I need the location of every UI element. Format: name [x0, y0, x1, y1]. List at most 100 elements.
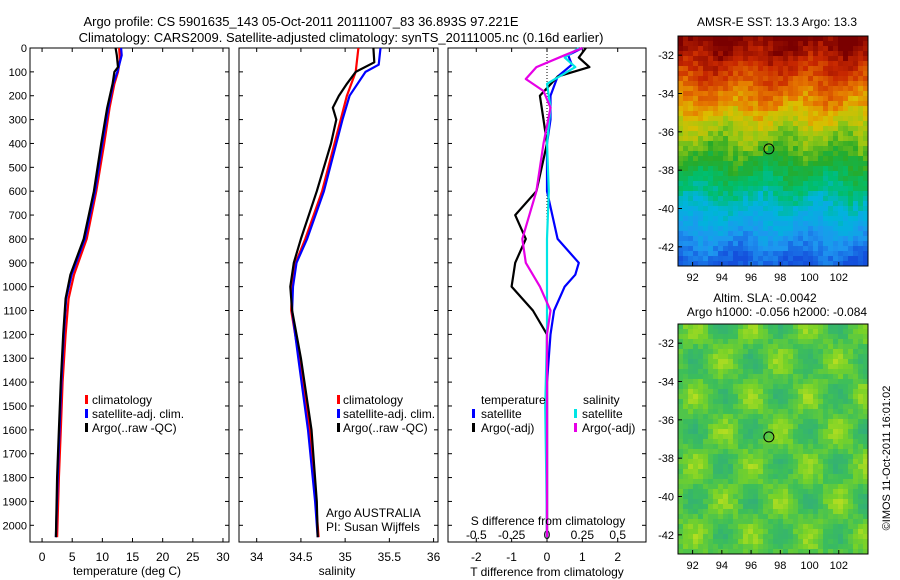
heatmap-cell [793, 246, 799, 252]
heatmap-cell [843, 509, 849, 515]
heatmap-cell [803, 449, 809, 455]
heatmap-cell [833, 161, 839, 167]
heatmap-cell [783, 364, 789, 370]
heatmap-cell [818, 464, 824, 470]
heatmap-cell [783, 46, 789, 52]
heatmap-cell [863, 429, 869, 435]
heatmap-cell [838, 146, 844, 152]
heatmap-cell [843, 121, 849, 127]
heatmap-cell [753, 71, 759, 77]
heatmap-cell [768, 246, 774, 252]
heatmap-cell [683, 334, 689, 340]
heatmap-cell [773, 499, 779, 505]
heatmap-cell [798, 494, 804, 500]
legend-swatch-icon [574, 409, 577, 418]
heatmap-cell [698, 96, 704, 102]
heatmap-cell [813, 86, 819, 92]
heatmap-cell [848, 414, 854, 420]
heatmap-cell [743, 66, 749, 72]
heatmap-cell [678, 544, 684, 550]
heatmap-cell [853, 439, 859, 445]
heatmap-cell [748, 196, 754, 202]
sst-map-panel: AMSR-E SST: 13.3 Argo: 13.3 92 94 96 98 100 1… [658, 15, 869, 284]
heatmap-cell [798, 514, 804, 520]
heatmap-cell [798, 364, 804, 370]
heatmap-cell [813, 384, 819, 390]
heatmap-cell [743, 161, 749, 167]
heatmap-cell [843, 449, 849, 455]
heatmap-cell [753, 231, 759, 237]
heatmap-cell [693, 324, 699, 330]
heatmap-cell [818, 419, 824, 425]
heatmap-cell [698, 121, 704, 127]
heatmap-cell [808, 394, 814, 400]
heatmap-cell [798, 534, 804, 540]
heatmap-cell [718, 196, 724, 202]
heatmap-cell [778, 71, 784, 77]
heatmap-cell [713, 434, 719, 440]
heatmap-cell [758, 449, 764, 455]
heatmap-cell [853, 141, 859, 147]
heatmap-cell [728, 231, 734, 237]
heatmap-cell [713, 256, 719, 262]
heatmap-cell [798, 66, 804, 72]
heatmap-cell [853, 241, 859, 247]
heatmap-cell [773, 121, 779, 127]
heatmap-cell [803, 354, 809, 360]
heatmap-cell [683, 206, 689, 212]
heatmap-cell [703, 474, 709, 480]
heatmap-cell [788, 394, 794, 400]
heatmap-cell [863, 156, 869, 162]
heatmap-cell [758, 354, 764, 360]
heatmap-cell [828, 186, 834, 192]
heatmap-cell [678, 156, 684, 162]
heatmap-cell [763, 359, 769, 365]
heatmap-cell [688, 324, 694, 330]
heatmap-cell [843, 171, 849, 177]
heatmap-cell [753, 509, 759, 515]
heatmap-cell [683, 116, 689, 122]
heatmap-cell [798, 51, 804, 57]
heatmap-cell [713, 539, 719, 545]
heatmap-cell [728, 454, 734, 460]
heatmap-cell [803, 61, 809, 67]
heatmap-cell [808, 499, 814, 505]
heatmap-cell [743, 156, 749, 162]
heatmap-cell [803, 231, 809, 237]
heatmap-cell [748, 484, 754, 490]
heatmap-cell [828, 246, 834, 252]
heatmap-cell [783, 504, 789, 510]
heatmap-cell [748, 384, 754, 390]
heatmap-cell [863, 534, 869, 540]
heatmap-cell [698, 221, 704, 227]
heatmap-cell [848, 394, 854, 400]
heatmap-cell [818, 181, 824, 187]
heatmap-cell [843, 389, 849, 395]
heatmap-cell [763, 61, 769, 67]
heatmap-cell [823, 494, 829, 500]
heatmap-cell [808, 191, 814, 197]
heatmap-cell [813, 339, 819, 345]
heatmap-cell [708, 201, 714, 207]
heatmap-cell [848, 334, 854, 340]
heatmap-cell [703, 216, 709, 222]
heatmap-cell [763, 246, 769, 252]
heatmap-cell [793, 206, 799, 212]
heatmap-cell [808, 166, 814, 172]
heatmap-cell [678, 514, 684, 520]
heatmap-cell [773, 51, 779, 57]
heatmap-cell [743, 81, 749, 87]
heatmap-cell [788, 399, 794, 405]
heatmap-cell [858, 106, 864, 112]
heatmap-cell [858, 191, 864, 197]
x-tick-label: 0 [544, 550, 551, 564]
heatmap-cell [773, 539, 779, 545]
heatmap-cell [858, 156, 864, 162]
heatmap-cell [798, 489, 804, 495]
heatmap-cell [708, 221, 714, 227]
heatmap-cell [708, 236, 714, 242]
heatmap-cell [788, 439, 794, 445]
heatmap-cell [863, 166, 869, 172]
heatmap-cell [703, 324, 709, 330]
heatmap-cell [758, 384, 764, 390]
